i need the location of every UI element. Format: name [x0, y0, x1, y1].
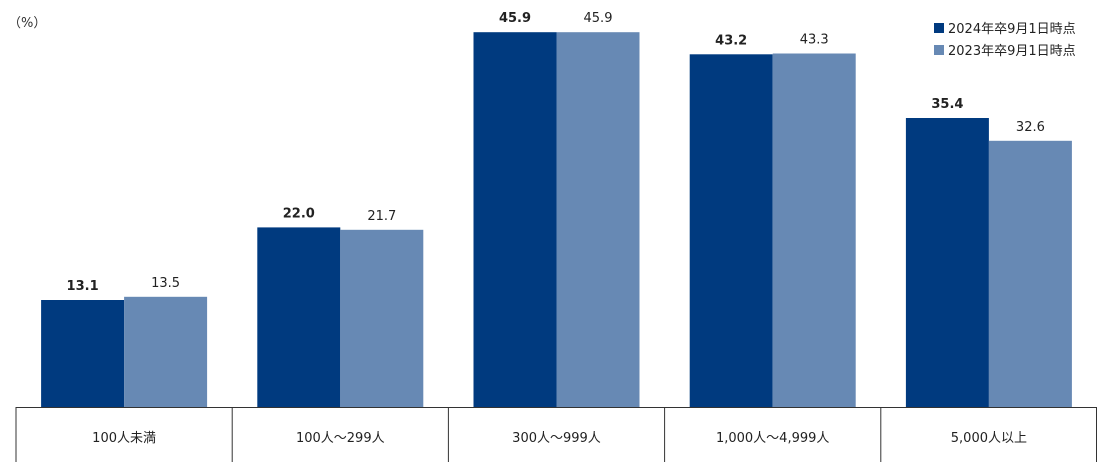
value-label-2023-1: 21.7	[367, 209, 396, 224]
value-label-2024-0: 13.1	[67, 279, 99, 294]
category-label-0: 100人未満	[92, 431, 156, 446]
bar-2023-1	[340, 229, 424, 407]
value-label-2024-2: 45.9	[499, 11, 531, 26]
legend-label-2024: 2024年卒9月1日時点	[948, 22, 1076, 37]
bar-2024-0	[41, 300, 125, 407]
value-label-2024-3: 43.2	[715, 33, 747, 48]
bar-2023-2	[556, 32, 640, 407]
legend-item-2023: 2023年卒9月1日時点	[934, 39, 1076, 60]
bar-2024-3	[689, 54, 773, 408]
bar-2023-3	[772, 53, 856, 407]
category-label-3: 1,000人～4,999人	[716, 431, 829, 446]
legend-swatch-2023	[934, 44, 944, 55]
category-label-1: 100人～299人	[296, 431, 385, 446]
value-label-2023-0: 13.5	[151, 276, 180, 291]
value-label-2024-1: 22.0	[283, 206, 315, 221]
legend-swatch-2024	[934, 22, 944, 33]
value-label-2023-2: 45.9	[584, 11, 613, 26]
bar-2023-4	[988, 140, 1072, 408]
value-label-2023-3: 43.3	[800, 33, 829, 48]
legend-label-2023: 2023年卒9月1日時点	[948, 44, 1076, 59]
bar-2024-2	[473, 32, 557, 407]
value-label-2023-4: 32.6	[1016, 120, 1045, 135]
bar-2023-0	[124, 296, 208, 407]
legend-item-2024: 2024年卒9月1日時点	[934, 17, 1076, 38]
bar-2024-4	[905, 118, 989, 407]
legend: 2024年卒9月1日時点 2023年卒9月1日時点	[934, 17, 1076, 61]
unit-label: （%）	[8, 16, 47, 31]
value-label-2024-4: 35.4	[931, 97, 963, 112]
category-label-4: 5,000人以上	[951, 431, 1027, 446]
category-label-2: 300人～999人	[512, 431, 601, 446]
bar-2024-1	[257, 227, 341, 407]
